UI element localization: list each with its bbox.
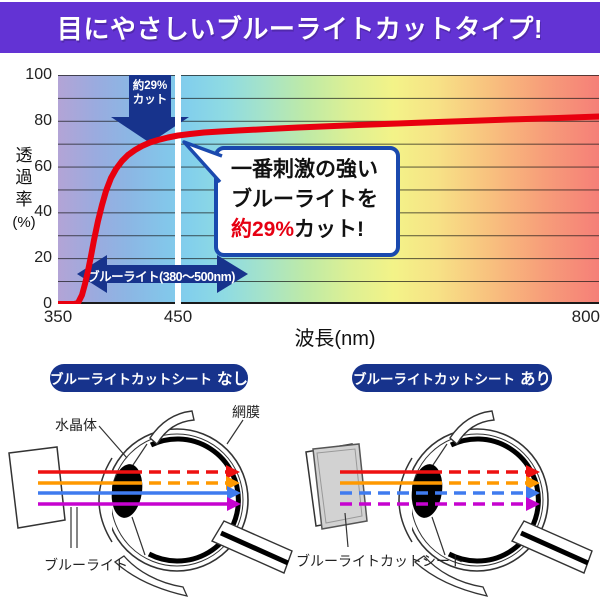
screen-panel (8, 446, 66, 529)
callout-tail (182, 140, 223, 184)
pill-left-suffix: なし (217, 371, 249, 388)
sheet-label: ブルーライトカットシート (296, 553, 464, 569)
x-axis-label: 波長(nm) (294, 328, 376, 350)
y-tick-100: 100 (25, 66, 52, 83)
x-tick-450: 450 (163, 307, 193, 326)
cornea (398, 457, 413, 543)
y-axis-label-unit: (%) (12, 214, 36, 231)
pill-right-suffix: あり (519, 371, 551, 388)
cut-down-arrow (111, 75, 189, 143)
eye-diagram-with-sheet: ブルーライトカットシート (296, 410, 593, 597)
retina (147, 436, 241, 564)
x-tick-800: 800 (571, 307, 600, 326)
eye-diagrams: 水晶体 網膜 ブルーライト (8, 404, 593, 597)
y-tick-80: 80 (34, 112, 52, 129)
callout-highlight: 約29% (231, 218, 295, 241)
y-axis-label-char: 率 (15, 190, 33, 209)
page-title: 目にやさしいブルーライトカットタイプ! (56, 14, 544, 44)
cut-arrow-line1: 約29% (132, 80, 168, 92)
y-axis-label-char: 過 (15, 168, 33, 187)
pill-left-text: ブルーライトカットシート (50, 372, 212, 387)
lower-muscle (113, 555, 189, 597)
light-rays (38, 465, 241, 511)
bluelight-band-arrow (77, 255, 248, 293)
cut-arrow-line2: カット (132, 94, 168, 106)
y-tick-40: 40 (34, 203, 52, 220)
callout-line2: ブルーライトを (231, 188, 378, 211)
lower-muscle (413, 555, 489, 597)
title-pill-without-sheet: ブルーライトカットシート なし (50, 364, 248, 392)
light-rays (340, 465, 540, 511)
upper-muscle (149, 410, 195, 446)
callout-suffix: カット! (294, 218, 365, 241)
x-tick-350: 350 (43, 307, 73, 326)
lens-label: 水晶体 (55, 417, 97, 433)
transmittance-curve (58, 113, 599, 304)
y-tick-60: 60 (34, 158, 52, 175)
retina (447, 436, 541, 564)
cornea (98, 457, 113, 543)
bluelight-cut-sheet (312, 443, 368, 530)
y-axis-label-char: 透 (15, 146, 33, 165)
retina-label: 網膜 (232, 404, 260, 420)
callout-box: 一番刺激の強い ブルーライトを 約29%カット! (214, 146, 400, 257)
cut-arrow-label: 約29% カット (111, 79, 189, 107)
pill-right-text: ブルーライトカットシート (352, 372, 515, 387)
eye-diagram-without-sheet: 水晶体 網膜 ブルーライト (8, 404, 293, 597)
y-tick-20: 20 (34, 249, 52, 266)
bluelight-band-label: ブルーライト(380〜500nm) (87, 270, 235, 284)
bluelight-label: ブルーライト (44, 557, 128, 573)
title-pill-with-sheet: ブルーライトカットシート あり (352, 364, 552, 392)
callout-line1: 一番刺激の強い (231, 158, 378, 181)
header-banner: 目にやさしいブルーライトカットタイプ! (0, 2, 600, 53)
vline-450nm (175, 75, 181, 304)
upper-muscle (449, 410, 495, 446)
callout-line3: 約29%カット! (231, 215, 390, 245)
y-tick-0: 0 (43, 295, 52, 312)
